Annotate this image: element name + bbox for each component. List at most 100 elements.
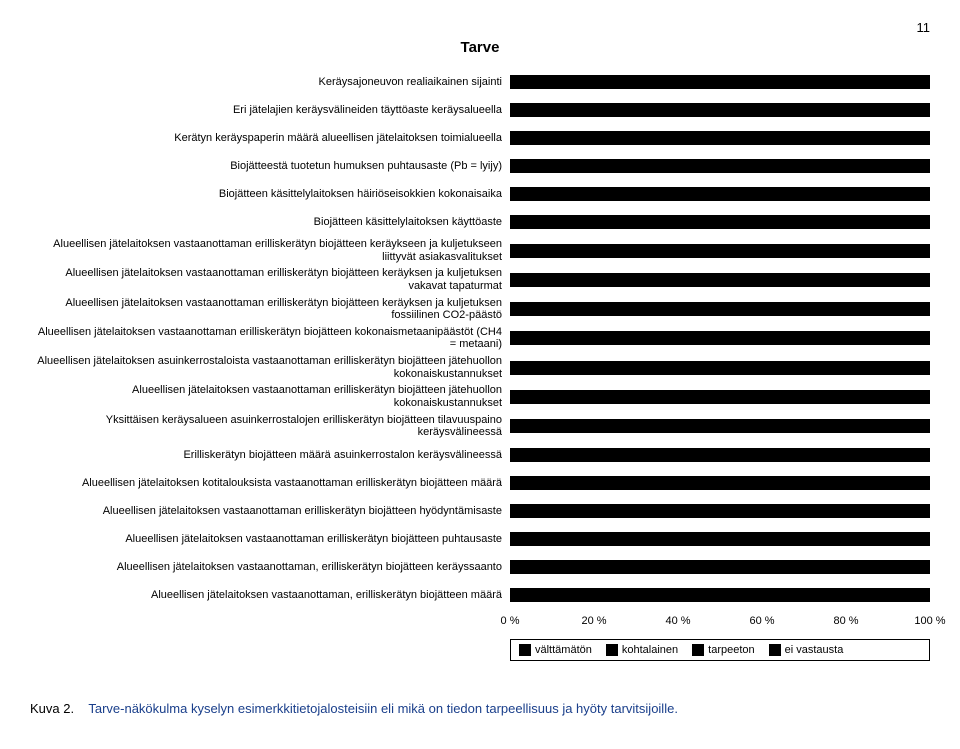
legend-swatch <box>606 644 618 656</box>
bar-segment <box>825 245 930 257</box>
bar-segment <box>616 449 721 461</box>
bar-segment <box>825 505 930 517</box>
x-tick: 100 % <box>914 615 945 627</box>
bar-segment <box>720 216 825 228</box>
bar <box>510 560 930 574</box>
bar <box>510 419 930 433</box>
legend-item: tarpeeton <box>692 644 754 656</box>
bar-segment <box>511 505 616 517</box>
bar-segment <box>825 589 930 601</box>
chart-row: Alueellisen jätelaitoksen vastaanottaman… <box>30 236 930 265</box>
bar-segment <box>511 533 616 545</box>
bar-segment <box>511 477 616 489</box>
figure-text: Tarve-näkökulma kyselyn esimerkkitietoja… <box>88 701 678 716</box>
chart-row: Alueellisen jätelaitoksen kotitalouksist… <box>30 469 930 497</box>
legend-item: kohtalainen <box>606 644 678 656</box>
chart-row: Kerätyn keräyspaperin määrä alueellisen … <box>30 124 930 152</box>
x-tick: 20 % <box>581 615 606 627</box>
bar-segment <box>720 533 825 545</box>
chart-row: Biojätteen käsittelylaitoksen häiriöseis… <box>30 180 930 208</box>
bar-segment <box>511 332 616 344</box>
bar-segment <box>616 188 721 200</box>
bar-segment <box>616 362 721 374</box>
bar-segment <box>825 533 930 545</box>
figure-label: Kuva 2. <box>30 701 74 716</box>
bar-segment <box>720 362 825 374</box>
bar-segment <box>616 533 721 545</box>
bar-segment <box>616 132 721 144</box>
bar-segment <box>825 188 930 200</box>
bar-segment <box>511 216 616 228</box>
legend-label: välttämätön <box>535 644 592 656</box>
bar-segment <box>616 589 721 601</box>
chart-row: Alueellisen jätelaitoksen vastaanottaman… <box>30 265 930 294</box>
category-label: Biojätteen käsittelylaitoksen häiriöseis… <box>30 188 510 201</box>
bar <box>510 448 930 462</box>
bar <box>510 532 930 546</box>
bar-segment <box>825 420 930 432</box>
chart-area: Keräysajoneuvon realiaikainen sijainti Er… <box>30 68 930 661</box>
bar-segment <box>720 505 825 517</box>
bar-segment <box>720 188 825 200</box>
bar-segment <box>720 76 825 88</box>
bar <box>510 361 930 375</box>
bar-segment <box>825 132 930 144</box>
bar-segment <box>511 245 616 257</box>
bar-segment <box>720 477 825 489</box>
bar <box>510 273 930 287</box>
category-label: Eri jätelajien keräysvälineiden täyttöas… <box>30 104 510 117</box>
x-tick: 80 % <box>833 615 858 627</box>
bar <box>510 131 930 145</box>
category-label: Alueellisen jätelaitoksen vastaanottaman… <box>30 297 510 322</box>
category-label: Erilliskerätyn biojätteen määrä asuinker… <box>30 449 510 462</box>
x-tick: 40 % <box>665 615 690 627</box>
bar <box>510 159 930 173</box>
chart-row: Alueellisen jätelaitoksen vastaanottaman… <box>30 581 930 609</box>
bar-segment <box>511 420 616 432</box>
bar <box>510 302 930 316</box>
bar-segment <box>825 391 930 403</box>
legend-swatch <box>692 644 704 656</box>
bar-segment <box>825 303 930 315</box>
bar-segment <box>616 391 721 403</box>
category-label: Yksittäisen keräysalueen asuinkerrostalo… <box>30 414 510 439</box>
bar-segment <box>720 449 825 461</box>
bar-segment <box>720 391 825 403</box>
bar-segment <box>511 589 616 601</box>
bar <box>510 331 930 345</box>
bar-segment <box>720 589 825 601</box>
bar-segment <box>511 160 616 172</box>
bar-segment <box>511 449 616 461</box>
bar-segment <box>825 362 930 374</box>
bar-segment <box>825 216 930 228</box>
bar-segment <box>720 245 825 257</box>
bar <box>510 476 930 490</box>
bar-segment <box>825 160 930 172</box>
bar-segment <box>825 76 930 88</box>
bar-segment <box>616 420 721 432</box>
legend-label: kohtalainen <box>622 644 678 656</box>
bar-segment <box>511 362 616 374</box>
bar-segment <box>511 76 616 88</box>
bar-segment <box>616 303 721 315</box>
legend-item: ei vastausta <box>769 644 844 656</box>
category-label: Keräysajoneuvon realiaikainen sijainti <box>30 76 510 89</box>
bar-segment <box>616 561 721 573</box>
legend-box: välttämätön kohtalainen tarpeeton ei vastau… <box>510 639 930 661</box>
chart-row: Biojätteen käsittelylaitoksen käyttöaste <box>30 208 930 236</box>
bar-segment <box>511 274 616 286</box>
bar <box>510 215 930 229</box>
bar-segment <box>825 449 930 461</box>
bar-segment <box>511 391 616 403</box>
category-label: Alueellisen jätelaitoksen asuinkerrostal… <box>30 355 510 380</box>
category-label: Alueellisen jätelaitoksen kotitalouksist… <box>30 477 510 490</box>
chart-row: Erilliskerätyn biojätteen määrä asuinker… <box>30 441 930 469</box>
x-tick: 0 % <box>501 615 520 627</box>
bar <box>510 244 930 258</box>
bar-segment <box>720 104 825 116</box>
chart-title: Tarve <box>30 39 930 56</box>
bar-segment <box>616 332 721 344</box>
category-label: Alueellisen jätelaitoksen vastaanottaman… <box>30 267 510 292</box>
bar-segment <box>720 274 825 286</box>
chart-row: Alueellisen jätelaitoksen vastaanottaman… <box>30 553 930 581</box>
